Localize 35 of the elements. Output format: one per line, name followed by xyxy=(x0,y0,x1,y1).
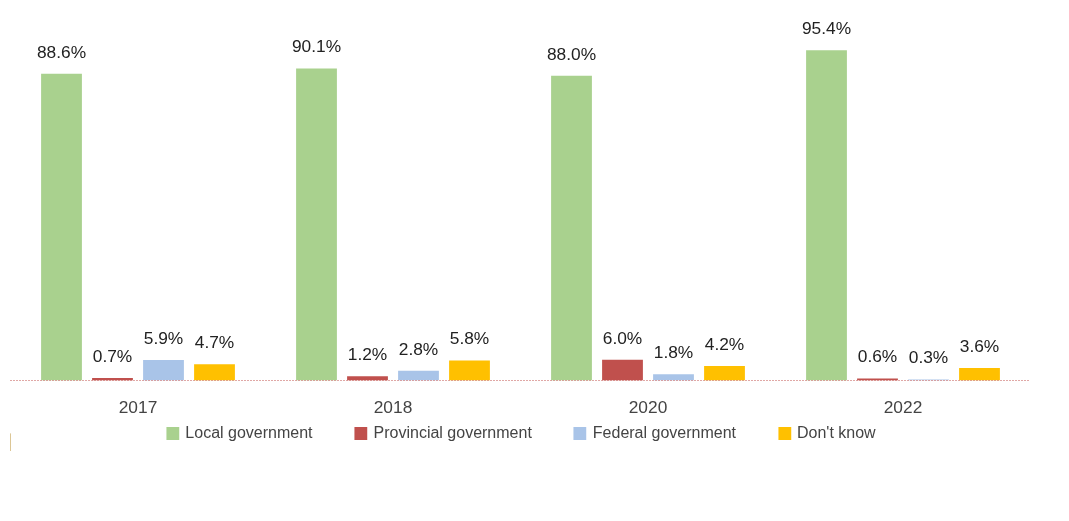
data-label: 1.8% xyxy=(653,342,694,363)
data-label: 5.9% xyxy=(143,328,184,349)
legend-label: Federal government xyxy=(592,424,737,442)
bar xyxy=(806,50,847,381)
data-label: 2.8% xyxy=(398,338,439,359)
data-label: 88.6% xyxy=(36,41,87,62)
data-label: 88.0% xyxy=(546,43,597,64)
data-label: 6.0% xyxy=(602,327,643,348)
legend-label: Local government xyxy=(185,424,313,442)
bar xyxy=(959,368,1000,381)
legend-label: Don't know xyxy=(797,424,876,442)
data-label: 0.3% xyxy=(908,347,949,368)
data-label: 3.6% xyxy=(959,336,1000,357)
bar xyxy=(194,364,235,381)
bar xyxy=(143,360,184,381)
data-label: 5.8% xyxy=(449,328,490,349)
legend-label: Provincial government xyxy=(373,424,532,442)
bar xyxy=(551,75,592,381)
bar xyxy=(653,374,694,381)
bar xyxy=(398,370,439,381)
bar xyxy=(704,365,745,381)
bar xyxy=(296,68,337,381)
data-label: 0.6% xyxy=(857,346,898,367)
data-label: 95.4% xyxy=(801,18,852,39)
x-tick-label: 2017 xyxy=(118,396,158,417)
data-label: 0.7% xyxy=(92,346,133,367)
data-label: 4.7% xyxy=(194,332,235,353)
bar xyxy=(41,73,82,381)
data-label: 4.2% xyxy=(704,333,745,354)
data-label: 90.1% xyxy=(291,36,342,57)
bar xyxy=(449,360,490,381)
x-tick-label: 2022 xyxy=(883,396,923,417)
x-tick-label: 2020 xyxy=(628,396,668,417)
x-tick-label: 2018 xyxy=(373,396,413,417)
data-label: 1.2% xyxy=(347,344,388,365)
